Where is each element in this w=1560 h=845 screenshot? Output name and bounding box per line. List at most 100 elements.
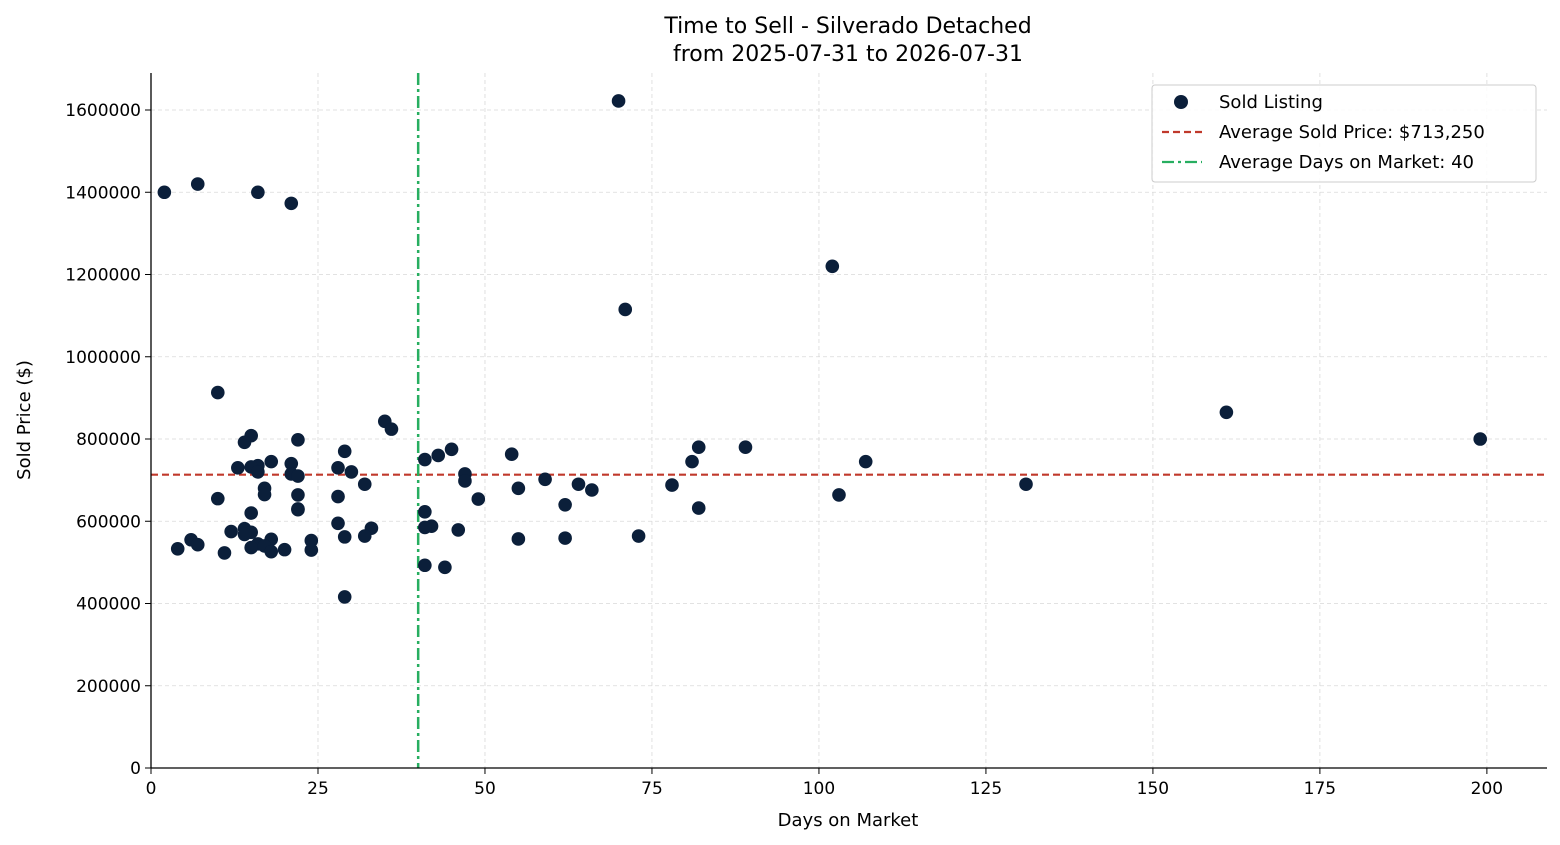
x-ticks: 0 25 50 75 100 125 150 175 200 — [146, 768, 1503, 799]
data-point — [304, 543, 319, 557]
data-point — [685, 454, 699, 469]
y-tick-label: 200000 — [76, 677, 141, 697]
data-point — [277, 542, 292, 557]
data-point — [418, 452, 432, 467]
x-tick-label: 50 — [474, 779, 496, 799]
data-point — [418, 520, 432, 535]
axes — [150, 73, 1547, 769]
data-point — [585, 483, 599, 497]
data-point — [384, 422, 399, 436]
data-point — [337, 444, 352, 459]
y-ticks: 0 200000 400000 600000 800000 1000000 1200000 1… — [65, 101, 151, 779]
chart-title: Time to Sell - Silverado Detached — [663, 14, 1031, 39]
reference-lines — [151, 73, 1547, 768]
x-tick-label: 25 — [307, 779, 329, 799]
y-tick-label: 600000 — [76, 512, 141, 532]
data-point — [357, 477, 372, 492]
data-point — [665, 478, 679, 492]
data-point — [611, 94, 626, 108]
data-point — [291, 433, 305, 447]
data-point — [264, 544, 279, 559]
data-point — [344, 465, 359, 479]
data-point — [451, 523, 466, 537]
data-point — [1473, 432, 1488, 446]
legend-label-avg-price: Average Sold Price: $713,250 — [1219, 122, 1485, 143]
data-point — [357, 529, 372, 543]
data-point — [217, 546, 232, 560]
x-axis-label: Days on Market — [778, 810, 919, 831]
legend-label-avg-days: Average Days on Market: 40 — [1219, 152, 1474, 173]
data-point — [558, 498, 572, 512]
data-point — [224, 524, 238, 539]
data-point — [471, 492, 486, 506]
x-tick-label: 175 — [1304, 779, 1336, 799]
data-point — [264, 454, 279, 469]
chart-subtitle: from 2025-07-31 to 2026-07-31 — [673, 42, 1023, 67]
y-tick-label: 1600000 — [65, 101, 141, 121]
data-point — [331, 460, 345, 475]
y-tick-label: 800000 — [76, 430, 141, 450]
data-point — [190, 537, 205, 552]
data-point — [418, 504, 432, 519]
data-point — [438, 560, 452, 575]
data-point — [337, 590, 352, 604]
data-point — [284, 196, 299, 211]
data-point — [618, 302, 633, 317]
legend-label-sold-listing: Sold Listing — [1219, 92, 1323, 113]
x-tick-label: 100 — [803, 779, 835, 799]
data-point — [511, 481, 526, 496]
data-point — [190, 177, 205, 191]
data-point — [331, 489, 345, 504]
data-point — [251, 185, 265, 200]
data-point — [431, 448, 446, 463]
data-point — [832, 488, 846, 502]
data-point — [631, 529, 646, 543]
data-point — [291, 488, 305, 502]
data-point — [237, 435, 252, 450]
y-tick-label: 1200000 — [65, 266, 141, 286]
x-tick-label: 150 — [1137, 779, 1169, 799]
x-tick-label: 75 — [641, 779, 663, 799]
data-point — [170, 542, 185, 556]
data-point — [458, 474, 472, 488]
data-points — [157, 94, 1488, 604]
data-point — [304, 533, 319, 548]
legend-marker-sold-listing — [1174, 95, 1188, 109]
y-tick-label: 400000 — [76, 595, 141, 615]
data-point — [538, 472, 552, 487]
data-point — [210, 385, 225, 400]
data-point — [504, 447, 519, 462]
data-point — [738, 440, 753, 455]
data-point — [291, 502, 305, 517]
data-point — [237, 527, 252, 542]
data-point — [244, 506, 258, 520]
data-point — [244, 540, 258, 555]
data-point — [825, 259, 840, 274]
data-point — [691, 440, 706, 455]
y-tick-label: 1000000 — [65, 348, 141, 368]
data-point — [157, 185, 172, 200]
data-point — [331, 516, 345, 531]
data-point — [1219, 405, 1234, 420]
data-point — [231, 460, 245, 475]
data-point — [251, 465, 265, 479]
data-point — [291, 469, 305, 483]
data-point — [210, 491, 225, 506]
data-point — [691, 501, 706, 515]
y-tick-label: 0 — [130, 759, 141, 779]
legend-box — [1151, 84, 1537, 183]
data-point — [511, 532, 526, 546]
legend: Sold Listing Average Sold Price: $713,25… — [1151, 84, 1537, 183]
data-point — [257, 487, 272, 502]
y-tick-label: 1400000 — [65, 183, 141, 203]
data-point — [1019, 477, 1033, 492]
data-point — [418, 558, 432, 573]
data-point — [337, 530, 352, 544]
data-point — [284, 456, 299, 471]
data-point — [444, 442, 459, 457]
x-tick-label: 125 — [970, 779, 1002, 799]
data-point — [858, 454, 873, 469]
x-tick-label: 0 — [146, 779, 157, 799]
x-tick-label: 200 — [1471, 779, 1503, 799]
